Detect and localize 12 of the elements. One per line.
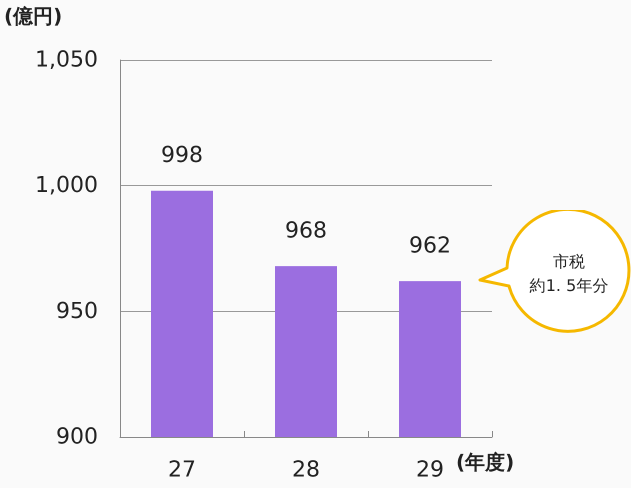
data-label: 968 — [285, 218, 327, 244]
y-axis-title: (億円) — [4, 4, 62, 28]
x-tick-label: 29 — [416, 458, 444, 482]
y-tick-label: 950 — [56, 298, 98, 324]
y-tick-label: 900 — [56, 424, 98, 450]
y-tick-label: 1,050 — [35, 48, 98, 72]
x-tick-label: 27 — [168, 458, 196, 482]
x-tick-label: 28 — [292, 458, 320, 482]
y-tick-label: 1,000 — [35, 173, 98, 198]
data-label: 962 — [409, 234, 451, 259]
x-axis-title: (年度) — [456, 450, 514, 474]
data-label: 998 — [161, 143, 203, 168]
